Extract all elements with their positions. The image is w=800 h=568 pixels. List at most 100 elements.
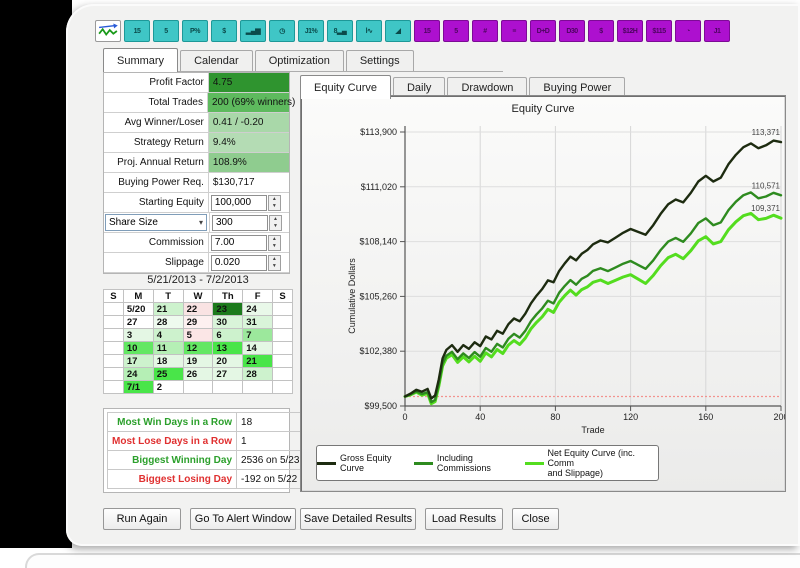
number-icon[interactable]: # [472,20,498,42]
equity-curve-chart-box: Equity Curve $99,500 $102,380 $105,260 $108… [300,95,786,492]
share-size-dropdown[interactable]: Share Size ▾ [105,214,207,231]
input-wrap: ▲▼ [208,253,289,273]
calendar-empty-cell [103,341,124,355]
svg-text:$102,380: $102,380 [359,346,397,356]
calendar-day-cell[interactable]: 25 [152,367,184,381]
calendar-day-cell[interactable]: 24 [122,367,154,381]
bar-chart-icon[interactable]: ▂▄▆ [240,20,266,42]
save-detailed-results-button[interactable]: Save Detailed Results [300,508,416,530]
calendar-day-cell[interactable]: 23 [212,302,244,316]
spin-down-icon[interactable]: ▼ [271,202,277,209]
dollar-115-icon[interactable]: $115 [646,20,672,42]
grid-5-icon[interactable]: 5 [443,20,469,42]
slope-chart-icon[interactable]: ◢ [385,20,411,42]
spinner-control[interactable]: ▲ ▼ [269,214,282,231]
spin-down-icon[interactable]: ▼ [271,242,277,249]
j1-purple-icon[interactable]: J1 [704,20,730,42]
dollar-12h-icon[interactable]: $12H [617,20,643,42]
backtest-5-icon[interactable]: 5 [153,20,179,42]
calendar-day-cell[interactable]: 11 [152,341,184,355]
calendar-day-cell[interactable]: 28 [152,315,184,329]
calendar-empty-cell [182,380,214,394]
tab-summary[interactable]: Summary [103,48,179,72]
clock-purple-icon[interactable]: ◔ [675,20,701,42]
calendar-day-cell[interactable]: 7 [242,328,274,342]
dollar-results-icon[interactable]: $ [211,20,237,42]
d30-icon[interactable]: D30 [559,20,585,42]
chart-tab-buying-power[interactable]: Buying Power [529,77,626,98]
grid-15-icon[interactable]: 15 [414,20,440,42]
calendar-day-cell[interactable]: 17 [122,354,154,368]
calendar-day-cell[interactable]: 7/1 [122,380,154,394]
chart-tab-daily[interactable]: Daily [392,77,446,98]
calendar-day-cell[interactable]: 13 [212,341,244,355]
backtest-15-icon[interactable]: 15 [124,20,150,42]
spin-up-icon[interactable]: ▲ [271,235,277,242]
wave-chart-icon[interactable]: l∿ [356,20,382,42]
calendar-day-cell[interactable]: 4 [152,328,184,342]
commission-input[interactable] [210,234,267,251]
equity-logo-icon[interactable] [95,20,121,42]
d-plus-d-icon[interactable]: D+D [530,20,556,42]
spinner-control[interactable]: ▲ ▼ [267,234,281,251]
calendar-day-cell[interactable]: 5/20 [122,302,154,316]
tab-calendar[interactable]: Calendar [180,50,253,71]
svg-text:Trade: Trade [581,425,604,435]
spinner-control[interactable]: ▲ ▼ [267,254,281,271]
calendar-day-cell[interactable]: 26 [182,367,214,381]
close-button[interactable]: Close [512,508,559,530]
chart-tab-drawdown[interactable]: Drawdown [447,77,528,98]
percent-results-icon[interactable]: P% [182,20,208,42]
streak-value: 1 [236,431,305,451]
spin-up-icon[interactable]: ▲ [271,195,277,202]
calendar-day-cell[interactable]: 27 [122,315,154,329]
equals-icon[interactable]: ≡ [501,20,527,42]
spin-down-icon[interactable]: ▼ [271,262,277,269]
calendar-header-cell: T [152,289,184,303]
stat-value: 200 (69% winners) [208,93,295,113]
calendar-day-cell[interactable]: 21 [152,302,184,316]
clock-icon[interactable]: ◷ [269,20,295,42]
calendar-day-cell[interactable]: 3 [122,328,154,342]
spin-down-icon[interactable]: ▼ [273,222,278,229]
calendar-day-cell[interactable]: 21 [242,354,274,368]
stat-label: Commission [104,233,209,253]
calendar-day-cell[interactable]: 18 [152,354,184,368]
chart-tab-equity-curve[interactable]: Equity Curve [300,75,391,99]
calendar-day-cell[interactable]: 24 [242,302,274,316]
calendar-day-cell[interactable]: 31 [242,315,274,329]
calendar-day-cell[interactable]: 14 [242,341,274,355]
chevron-down-icon: ▾ [198,218,203,227]
spin-up-icon[interactable]: ▲ [271,255,277,262]
calendar-day-cell[interactable]: 6 [212,328,244,342]
calendar-day-cell[interactable]: 5 [182,328,214,342]
calendar-day-cell[interactable]: 12 [182,341,214,355]
calendar-day-cell[interactable]: 10 [122,341,154,355]
calendar-day-cell[interactable]: 30 [212,315,244,329]
slippage-input[interactable] [210,254,267,271]
calendar-day-cell[interactable]: 22 [182,302,214,316]
dollar-purple-icon[interactable]: $ [588,20,614,42]
spin-up-icon[interactable]: ▲ [273,215,278,222]
calendar-day-cell[interactable]: 19 [182,354,214,368]
tab-settings[interactable]: Settings [345,50,414,71]
calendar-empty-cell [272,328,293,342]
run-again-button[interactable]: Run Again [103,508,181,530]
load-results-button[interactable]: Load Results [425,508,503,530]
calendar-day-cell[interactable]: 20 [212,354,244,368]
backtest-results-window: 15 5 P% $ ▂▄▆ ◷ J1% 8▂▄ l∿ ◢ 15 5 # ≡ D+D D30 $ $12H $115 ◔… [66,4,800,546]
calendar-day-cell[interactable]: 28 [242,367,274,381]
series-net-equity-curve-inc-comm [403,211,783,406]
bar-8-icon[interactable]: 8▂▄ [327,20,353,42]
calendar-week-row: 17 18 19 20 21 [103,354,293,368]
calendar-day-cell[interactable]: 27 [212,367,244,381]
tab-optimization[interactable]: Optimization [254,50,344,71]
share-size-input[interactable] [212,214,268,231]
calendar-day-cell[interactable]: 29 [182,315,214,329]
toolbar: 15 5 P% $ ▂▄▆ ◷ J1% 8▂▄ l∿ ◢ 15 5 # ≡ D+D D30 $ $12H $115 ◔… [95,20,733,42]
calendar-day-cell[interactable]: 2 [152,380,184,394]
j1-percent-icon[interactable]: J1% [298,20,324,42]
go-to-alert-window-button[interactable]: Go To Alert Window [190,508,296,530]
starting-equity-input[interactable] [210,194,267,211]
spinner-control[interactable]: ▲ ▼ [267,194,281,211]
